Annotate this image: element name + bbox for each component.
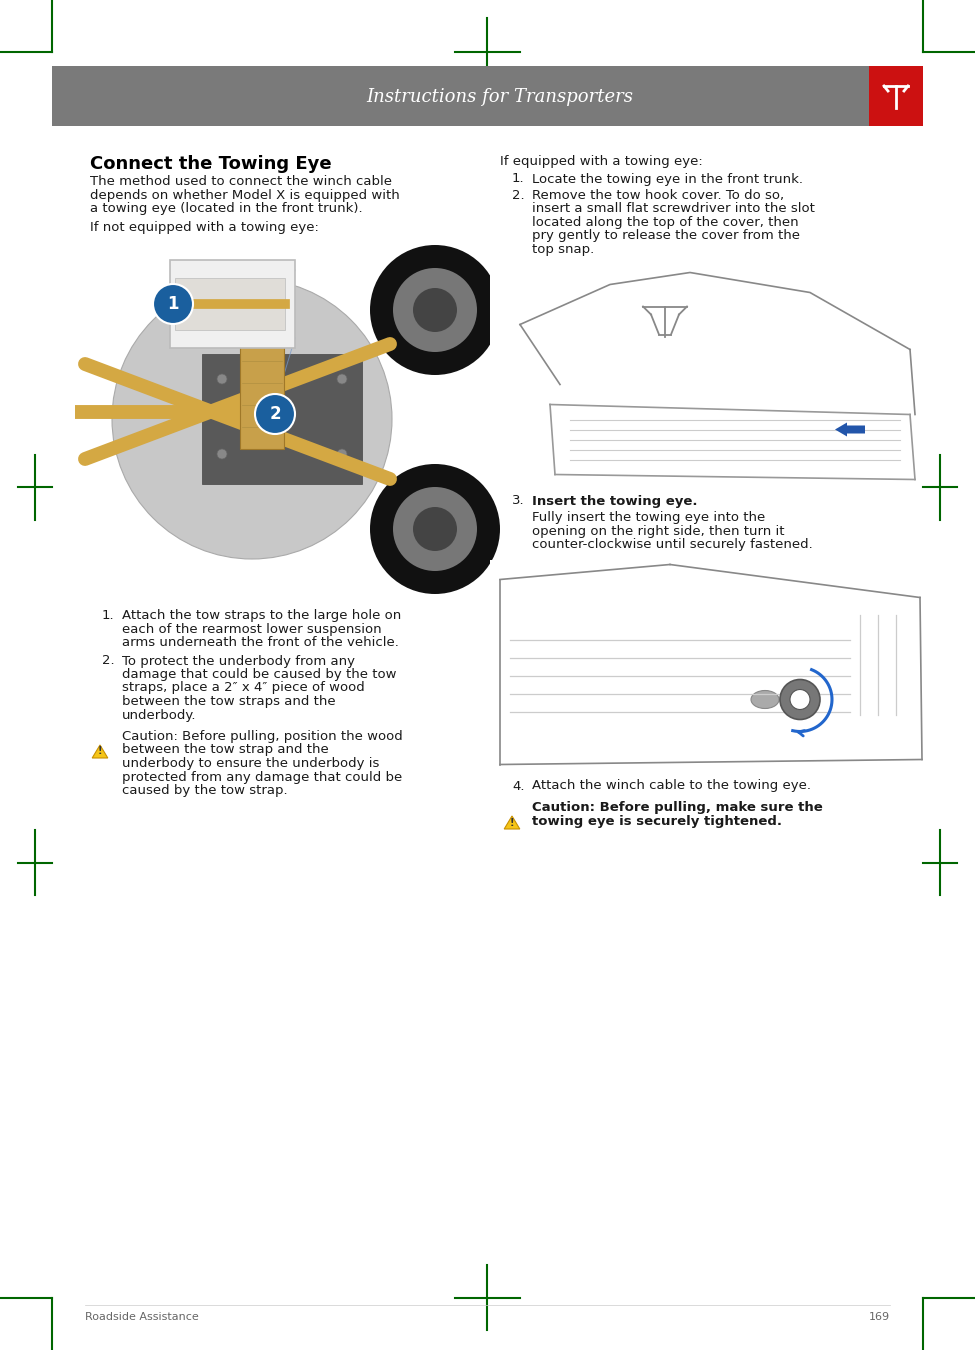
Circle shape: [370, 244, 500, 375]
Circle shape: [217, 450, 227, 459]
Circle shape: [337, 450, 347, 459]
Text: !: !: [98, 747, 102, 756]
Bar: [52, 66, 923, 126]
Bar: [490, 559, 930, 770]
Text: Attach the tow straps to the large hole on: Attach the tow straps to the large hole …: [122, 609, 402, 622]
Text: caused by the tow strap.: caused by the tow strap.: [122, 784, 288, 796]
Text: 2: 2: [269, 405, 281, 423]
Bar: [90, 242, 475, 597]
Text: Instructions for Transporters: Instructions for Transporters: [367, 88, 634, 107]
Text: Caution: Before pulling, make sure the: Caution: Before pulling, make sure the: [532, 801, 823, 814]
Text: Caution: Before pulling, position the wood: Caution: Before pulling, position the wo…: [122, 730, 403, 742]
Text: 1.: 1.: [512, 173, 525, 185]
Circle shape: [393, 487, 477, 571]
Text: Locate the towing eye in the front trunk.: Locate the towing eye in the front trunk…: [532, 173, 803, 185]
Bar: [202, 354, 362, 485]
Text: Remove the tow hook cover. To do so,: Remove the tow hook cover. To do so,: [532, 189, 784, 202]
Circle shape: [790, 690, 810, 710]
Text: If not equipped with a towing eye:: If not equipped with a towing eye:: [90, 220, 319, 234]
Text: top snap.: top snap.: [532, 243, 594, 256]
Text: depends on whether Model X is equipped with: depends on whether Model X is equipped w…: [90, 189, 400, 201]
Text: 3.: 3.: [512, 494, 525, 508]
Text: The method used to connect the winch cable: The method used to connect the winch cab…: [90, 176, 392, 188]
Text: Insert the towing eye.: Insert the towing eye.: [532, 494, 697, 508]
Bar: [490, 265, 930, 485]
Text: Attach the winch cable to the towing eye.: Attach the winch cable to the towing eye…: [532, 779, 811, 792]
Circle shape: [112, 279, 392, 559]
Text: 169: 169: [869, 1312, 890, 1322]
Polygon shape: [93, 745, 108, 757]
Text: opening on the right side, then turn it: opening on the right side, then turn it: [532, 525, 785, 537]
Text: between the tow straps and the: between the tow straps and the: [122, 695, 335, 707]
Text: underbody to ensure the underbody is: underbody to ensure the underbody is: [122, 757, 379, 769]
Text: Connect the Towing Eye: Connect the Towing Eye: [90, 155, 332, 173]
Text: straps, place a 2″ x 4″ piece of wood: straps, place a 2″ x 4″ piece of wood: [122, 682, 365, 694]
Text: a towing eye (located in the front trunk).: a towing eye (located in the front trunk…: [90, 202, 363, 215]
FancyArrow shape: [835, 423, 865, 436]
Bar: [175, 278, 285, 329]
Bar: [869, 66, 923, 126]
Circle shape: [337, 374, 347, 383]
Text: 4.: 4.: [512, 779, 525, 792]
Ellipse shape: [751, 690, 779, 709]
Circle shape: [413, 508, 457, 551]
Text: underbody.: underbody.: [122, 709, 197, 721]
Circle shape: [153, 284, 193, 324]
Text: each of the rearmost lower suspension: each of the rearmost lower suspension: [122, 622, 381, 636]
Bar: [170, 261, 295, 348]
Text: counter-clockwise until securely fastened.: counter-clockwise until securely fastene…: [532, 539, 813, 551]
Circle shape: [217, 374, 227, 383]
Text: located along the top of the cover, then: located along the top of the cover, then: [532, 216, 799, 230]
Text: protected from any damage that could be: protected from any damage that could be: [122, 771, 403, 783]
Text: Roadside Assistance: Roadside Assistance: [85, 1312, 199, 1322]
Polygon shape: [504, 815, 520, 829]
Text: between the tow strap and the: between the tow strap and the: [122, 744, 329, 756]
Text: To protect the underbody from any: To protect the underbody from any: [122, 655, 355, 667]
Text: If equipped with a towing eye:: If equipped with a towing eye:: [500, 155, 703, 167]
Bar: [240, 339, 284, 450]
Text: damage that could be caused by the tow: damage that could be caused by the tow: [122, 668, 397, 680]
Circle shape: [393, 269, 477, 352]
Text: Fully insert the towing eye into the: Fully insert the towing eye into the: [532, 512, 765, 524]
Text: 1.: 1.: [102, 609, 115, 622]
Circle shape: [413, 288, 457, 332]
Text: 1: 1: [168, 296, 178, 313]
Circle shape: [370, 464, 500, 594]
Circle shape: [255, 394, 295, 433]
Text: pry gently to release the cover from the: pry gently to release the cover from the: [532, 230, 800, 243]
Text: 2.: 2.: [512, 189, 525, 202]
Text: arms underneath the front of the vehicle.: arms underneath the front of the vehicle…: [122, 636, 399, 649]
Text: !: !: [510, 818, 514, 828]
Text: 2.: 2.: [102, 655, 115, 667]
Circle shape: [780, 679, 820, 720]
Text: insert a small flat screwdriver into the slot: insert a small flat screwdriver into the…: [532, 202, 815, 216]
Text: towing eye is securely tightened.: towing eye is securely tightened.: [532, 814, 782, 828]
